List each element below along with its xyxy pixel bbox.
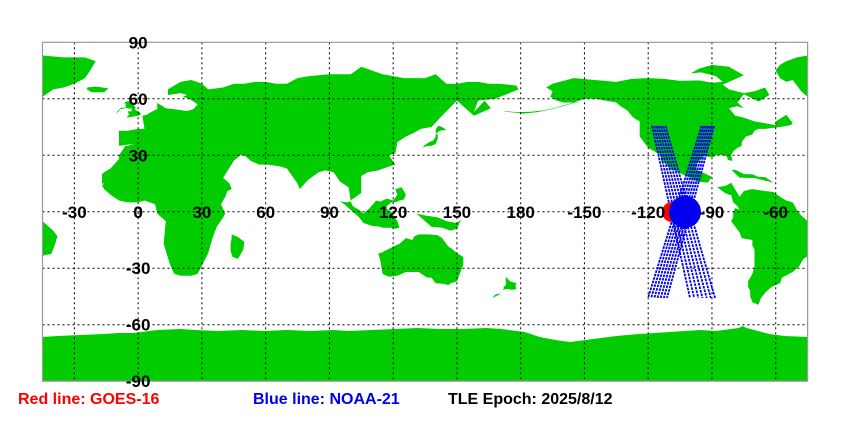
svg-text:30: 30 [192, 203, 211, 222]
svg-text:-60: -60 [763, 203, 788, 222]
svg-text:-120: -120 [631, 203, 665, 222]
svg-text:-60: -60 [126, 316, 151, 335]
svg-text:30: 30 [129, 146, 148, 165]
svg-text:90: 90 [129, 33, 148, 52]
svg-text:60: 60 [256, 203, 275, 222]
svg-text:-90: -90 [126, 372, 151, 391]
svg-text:-30: -30 [62, 203, 87, 222]
svg-text:120: 120 [379, 203, 407, 222]
svg-text:-150: -150 [567, 203, 601, 222]
svg-text:150: 150 [443, 203, 471, 222]
svg-text:90: 90 [320, 203, 339, 222]
svg-text:-90: -90 [700, 203, 725, 222]
svg-text:0: 0 [133, 203, 142, 222]
svg-text:180: 180 [507, 203, 535, 222]
svg-text:-30: -30 [126, 259, 151, 278]
svg-text:60: 60 [129, 90, 148, 109]
